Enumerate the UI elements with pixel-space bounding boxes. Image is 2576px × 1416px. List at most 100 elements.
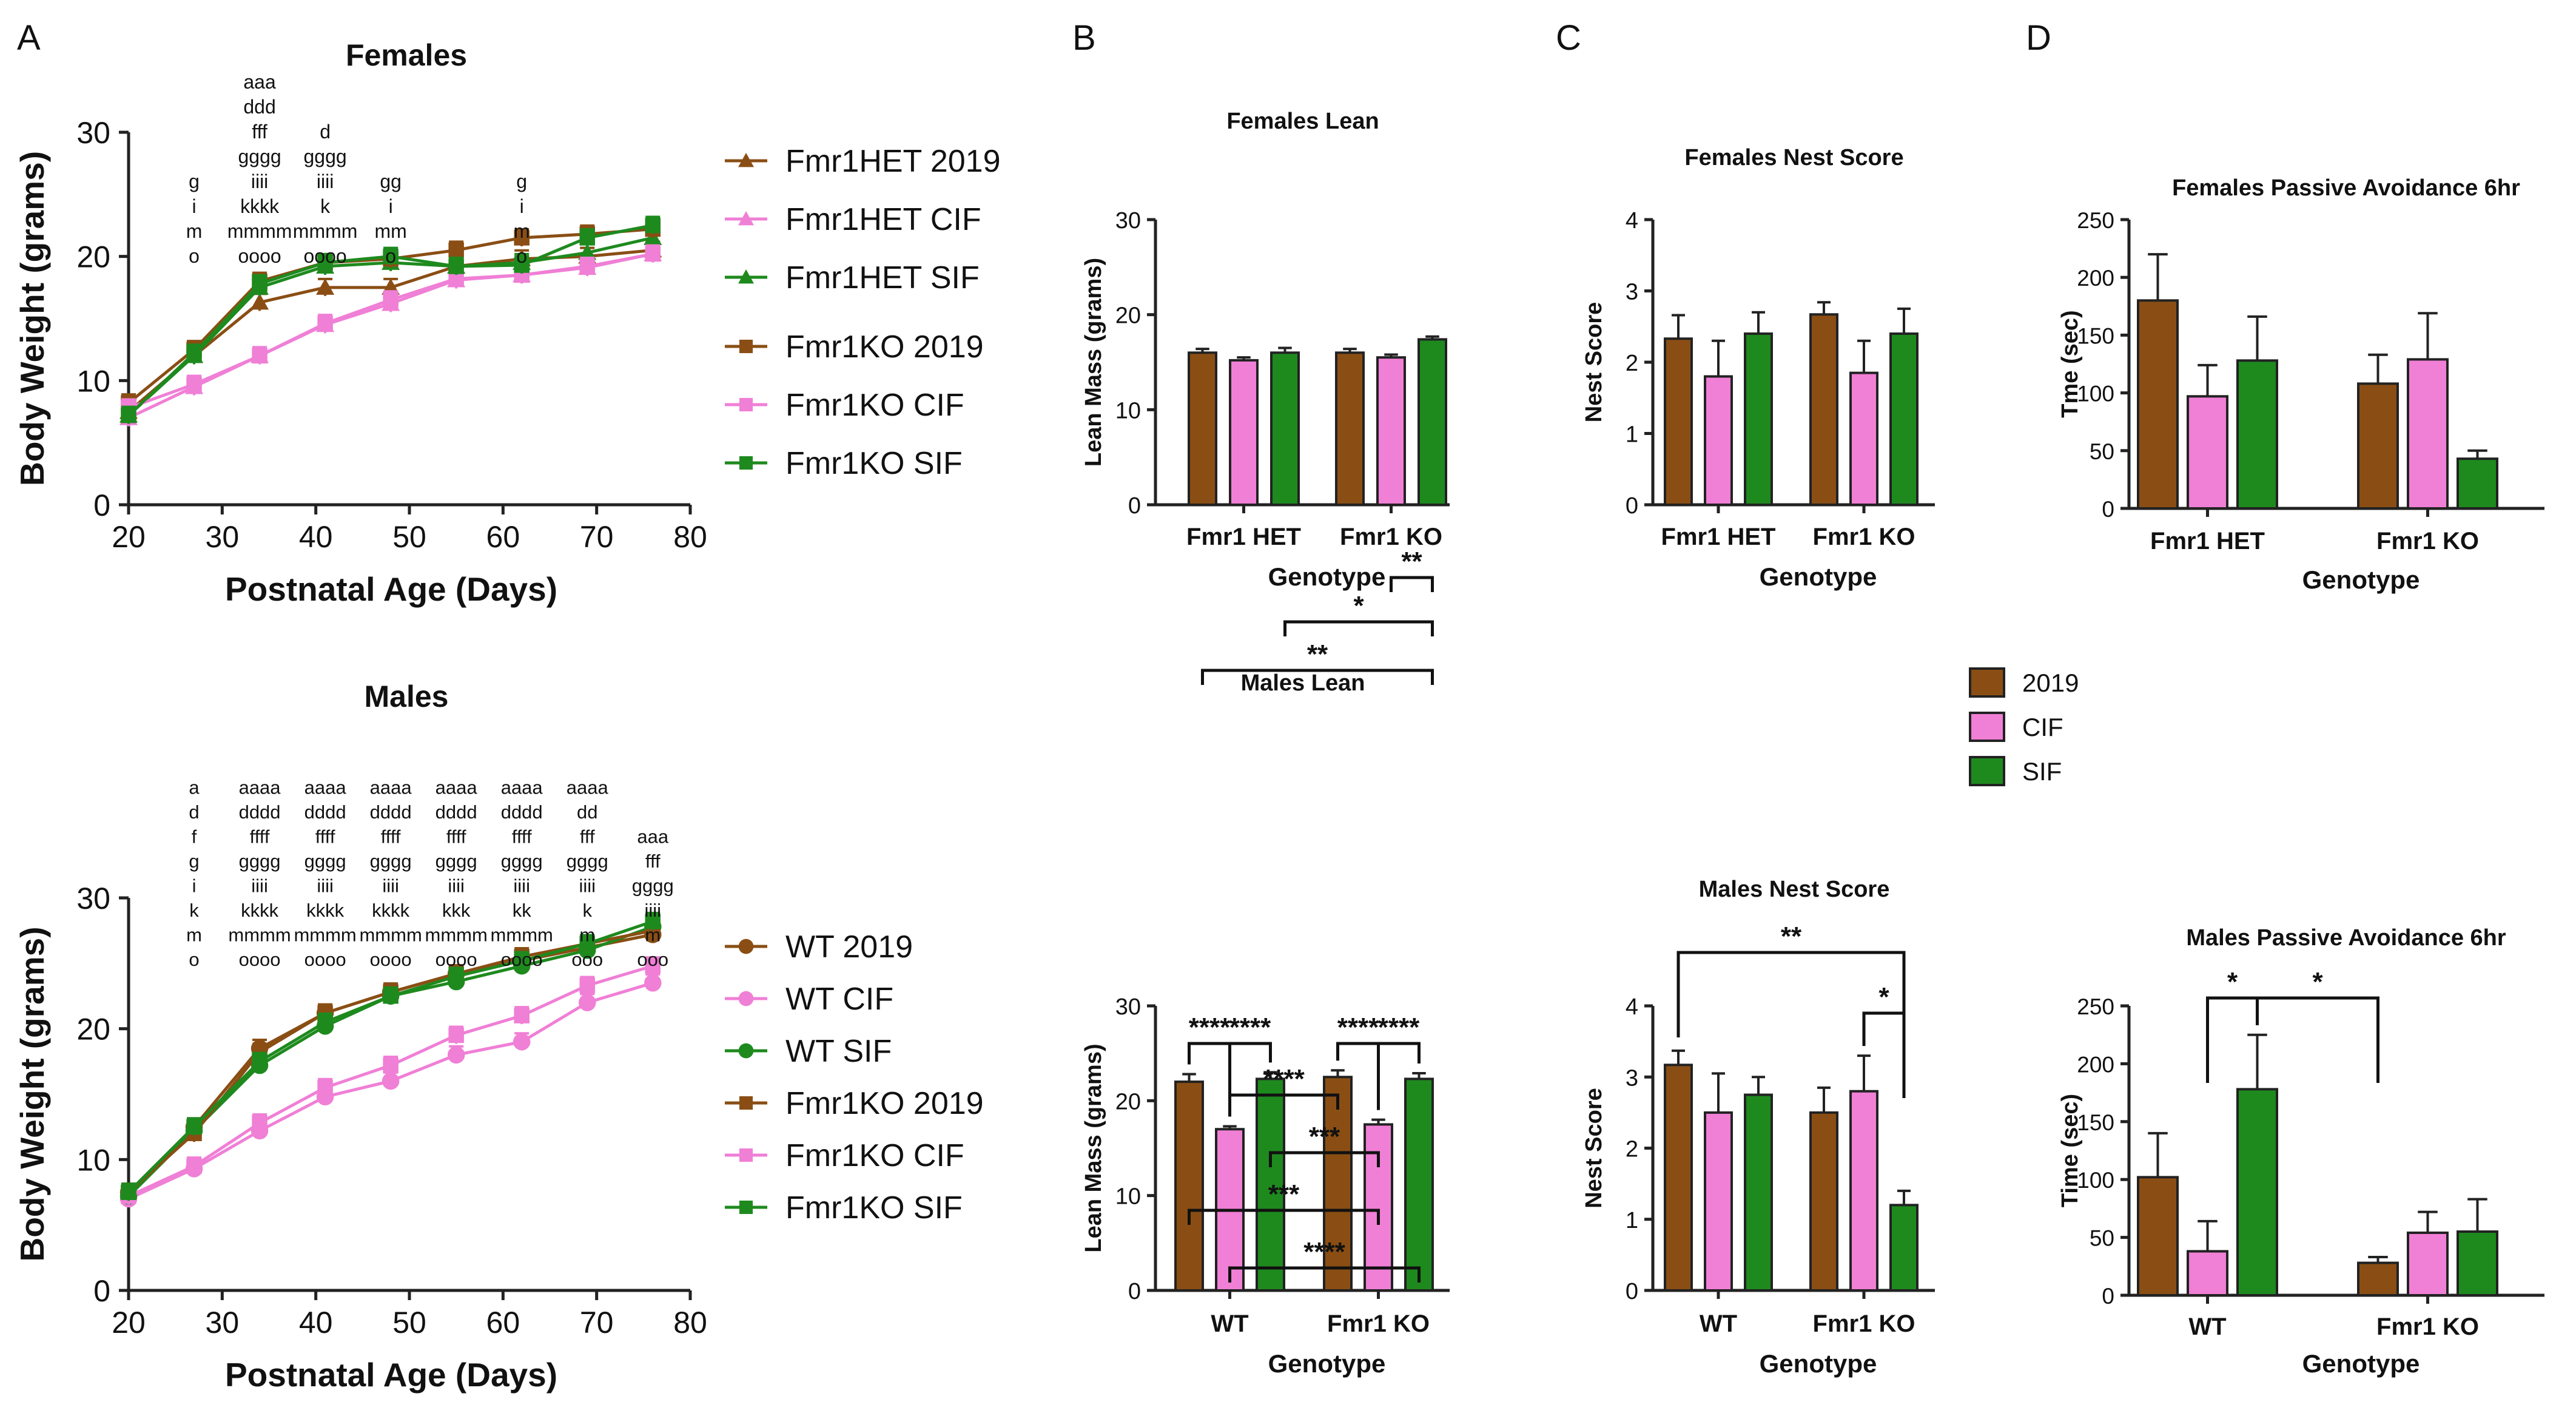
bar-chart-males_lean: Males Lean 0 10 20 30 Lean Mass (grams) WT Fmr1… xyxy=(1081,670,1450,1378)
data-point xyxy=(251,293,269,310)
y-tick-label: 50 xyxy=(2090,1226,2114,1251)
significance-annotation: aaaa dd fff gggg iiii km ooo xyxy=(567,777,609,971)
data-point xyxy=(121,1184,136,1200)
y-tick-label: 3 xyxy=(1626,1065,1638,1091)
significance-label: **** xyxy=(1189,1013,1231,1042)
data-point xyxy=(579,258,595,274)
annotation-letters: iiii xyxy=(251,170,268,192)
y-tick-label: 200 xyxy=(2077,1052,2114,1077)
annotation-letters: m xyxy=(186,925,202,946)
significance-annotation: aaaa dddd ffff gggg iiii kkkk mmmm oooo xyxy=(359,777,422,971)
annotation-letters: ffff xyxy=(446,826,466,848)
significance-bracket xyxy=(1228,1042,1272,1117)
annotation-letters: ffff xyxy=(512,826,532,848)
y-axis-label: Lean Mass (grams) xyxy=(1081,258,1106,467)
bar-sif xyxy=(2236,1088,2278,1296)
annotation-letters: ffff xyxy=(315,826,335,848)
series-wt-cif: WT CIF xyxy=(119,973,893,1208)
y-tick-label: 4 xyxy=(1626,208,1638,234)
y-axis-label: Body Weight (grams) xyxy=(13,926,51,1261)
bar-cif xyxy=(1704,1111,1733,1292)
annotation-letters: o xyxy=(189,949,199,970)
y-axis-label: Time (sec) xyxy=(2057,1094,2083,1207)
y-tick-label: 30 xyxy=(76,882,110,915)
data-point xyxy=(186,1119,202,1135)
annotation-letters: i xyxy=(192,875,197,897)
data-point xyxy=(514,230,530,246)
category-label: Fmr1 KO xyxy=(1813,1310,1915,1337)
data-point xyxy=(645,246,661,262)
annotation-letters: mmmm xyxy=(227,220,292,242)
legend-marker xyxy=(739,1200,753,1215)
x-tick-label: 30 xyxy=(206,520,240,554)
y-tick-label: 0 xyxy=(93,1274,110,1308)
x-tick-label: 50 xyxy=(392,520,426,554)
significance-annotation: aaaa dddd ffff gggg iiii kk mmmm oooo xyxy=(491,777,553,971)
annotation-letters: iiii xyxy=(513,875,530,897)
annotation-letters: oooo xyxy=(501,949,543,970)
legend-label: WT 2019 xyxy=(785,929,913,965)
annotation-letters: kkkk xyxy=(241,900,279,921)
y-tick-label: 150 xyxy=(2077,1110,2114,1135)
annotation-letters: mmmm xyxy=(425,925,488,946)
data-point xyxy=(317,1079,333,1096)
bar-2019 xyxy=(2357,382,2399,510)
y-tick-label: 100 xyxy=(2077,382,2114,406)
legend-label: Fmr1KO SIF xyxy=(785,1190,963,1226)
bar-sif xyxy=(1404,1077,1434,1292)
annotation-letters: mmmm xyxy=(293,220,358,242)
series-line xyxy=(127,981,653,1201)
legend-label-sif: SIF xyxy=(2022,757,2062,786)
category-label: Fmr1 HET xyxy=(2150,528,2265,555)
annotation-letters: kk xyxy=(513,900,532,921)
x-tick-label: 80 xyxy=(673,520,707,554)
chart-title: Males Nest Score xyxy=(1699,877,1890,902)
annotation-letters: gggg xyxy=(304,851,346,872)
y-tick-label: 30 xyxy=(1115,994,1141,1020)
data-point xyxy=(645,958,661,974)
annotation-letters: m xyxy=(645,925,661,946)
annotation-letters: ooo xyxy=(637,949,668,970)
data-point xyxy=(383,1057,399,1073)
annotation-letters: gg xyxy=(380,170,402,192)
x-tick-label: 50 xyxy=(392,1306,426,1340)
bar-cif xyxy=(1376,356,1406,507)
y-tick-label: 100 xyxy=(2077,1168,2114,1193)
category-label: WT xyxy=(1700,1310,1737,1337)
annotation-letters: i xyxy=(520,195,524,217)
category-label: WT xyxy=(2188,1313,2226,1340)
y-tick-label: 0 xyxy=(2102,1284,2114,1309)
y-tick-label: 20 xyxy=(76,240,110,274)
y-tick-label: 10 xyxy=(76,364,110,398)
annotation-letters: k xyxy=(320,195,331,217)
significance-label: * xyxy=(1878,982,1889,1012)
annotation-letters: mmmm xyxy=(359,925,422,946)
x-tick-label: 40 xyxy=(299,1306,333,1340)
y-tick-label: 250 xyxy=(2077,208,2114,233)
x-tick-label: 30 xyxy=(206,1306,240,1340)
chart-title: Females Lean xyxy=(1226,109,1379,134)
bar-2019 xyxy=(2357,1261,2399,1296)
significance-label: **** xyxy=(1378,1013,1420,1042)
annotation-letters: iiii xyxy=(317,170,334,192)
line-chart-females_bw: Females 0 10 20 30 20 30 40 50 60 70 80 Postnatal Ag… xyxy=(13,38,1001,608)
bar-cif xyxy=(2187,1250,2228,1297)
legend-label: Fmr1HET SIF xyxy=(785,260,980,295)
annotation-letters: gggg xyxy=(370,851,412,872)
bar-cif xyxy=(1849,1090,1878,1292)
data-point xyxy=(448,258,464,274)
annotation-letters: kkkk xyxy=(306,900,345,921)
data-point xyxy=(578,243,597,260)
annotation-letters: fff xyxy=(645,851,661,872)
significance-bracket xyxy=(2206,996,2259,1083)
x-axis-label: Postnatal Age (Days) xyxy=(225,1356,557,1394)
category-label: Fmr1 HET xyxy=(1186,524,1301,550)
annotation-letters: dddd xyxy=(304,801,346,823)
annotation-letters: oooo xyxy=(370,949,412,970)
significance-label: **** xyxy=(1229,1013,1271,1042)
x-tick-label: 60 xyxy=(486,520,520,554)
legend-marker xyxy=(738,991,754,1006)
annotation-letters: kkkk xyxy=(372,900,410,921)
